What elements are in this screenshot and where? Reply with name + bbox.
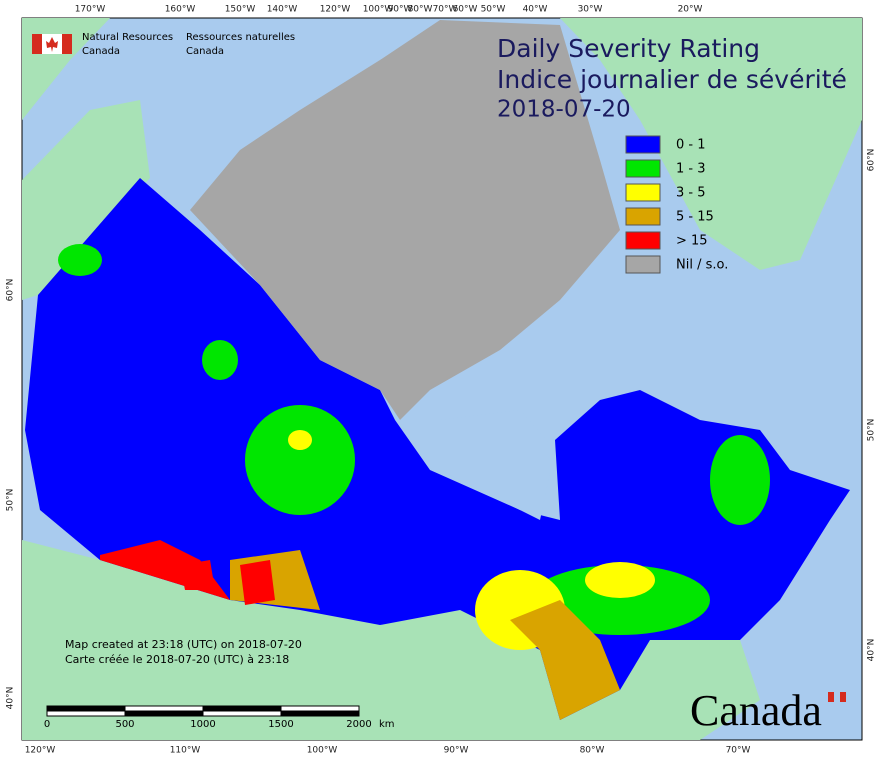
longitude-label: 70°W xyxy=(726,746,751,756)
note: Map created at 23:18 (UTC) on 2018-07-20 xyxy=(65,638,302,651)
longitude-label: 90°W xyxy=(444,746,469,756)
flag-bar xyxy=(62,34,72,54)
greenland xyxy=(560,18,862,270)
agency-fr: Ressources naturelles xyxy=(186,32,295,43)
legend-swatch xyxy=(625,135,661,154)
longitude-label: 110°W xyxy=(170,746,201,756)
scale-segment xyxy=(46,710,126,717)
longitude-label: 80°W xyxy=(580,746,605,756)
legend-label: 0 - 1 xyxy=(676,138,706,153)
longitude-label: 100°W xyxy=(363,5,394,15)
title: Indice journalier de sévérité xyxy=(497,65,847,94)
longitude-label: 90°W xyxy=(388,5,413,15)
alaska-mainland xyxy=(22,100,150,300)
zone-1-3 xyxy=(58,244,102,276)
longitude-label: 30°W xyxy=(578,5,603,15)
longitude-label: 60°W xyxy=(453,5,478,15)
scale-unit: km xyxy=(379,719,395,730)
longitude-label: 160°W xyxy=(165,5,196,15)
scale-segment xyxy=(202,705,282,712)
scale-label: 2000 xyxy=(346,719,371,730)
logo xyxy=(32,34,72,54)
zone-3-5 xyxy=(288,430,312,450)
zone-over-15 xyxy=(240,560,275,605)
scale-label: 0 xyxy=(44,719,50,730)
hudson-bay xyxy=(440,410,555,520)
longitude-label: 100°W xyxy=(307,746,338,756)
flag-bar xyxy=(32,34,42,54)
maple-leaf xyxy=(46,37,58,52)
zone-1-3 xyxy=(202,340,238,380)
zone-1-3 xyxy=(245,405,355,515)
latitude-label: 60°N xyxy=(6,279,16,302)
scale-label: 500 xyxy=(115,719,134,730)
longitude-label: 120°W xyxy=(320,5,351,15)
longitude-label: 140°W xyxy=(267,5,298,15)
zone-1-3 xyxy=(710,435,770,525)
legend-swatch xyxy=(625,231,661,250)
legend-label: 3 - 5 xyxy=(676,186,706,201)
scale-segment xyxy=(280,705,360,712)
agency-fr: Canada xyxy=(186,46,224,57)
legend-label: > 15 xyxy=(676,234,708,249)
wordmark: Canada xyxy=(690,686,822,735)
latitude-label: 40°N xyxy=(6,687,16,710)
legend-label: 1 - 3 xyxy=(676,162,706,177)
longitude-label: 50°W xyxy=(481,5,506,15)
text-layer: Natural Resources Canada Ressources natu… xyxy=(65,32,847,735)
date: 2018-07-20 xyxy=(497,97,631,123)
usa xyxy=(22,540,760,740)
legend-label: Nil / s.o. xyxy=(676,258,728,273)
latitude-label: 50°N xyxy=(867,419,877,442)
longitude-label: 20°W xyxy=(678,5,703,15)
legend-swatch xyxy=(625,207,661,226)
latitude-label: 60°N xyxy=(867,149,877,172)
zone-3-5 xyxy=(585,562,655,598)
zone-over-15 xyxy=(180,560,215,590)
wordmark-flag xyxy=(840,692,846,702)
longitude-label: 150°W xyxy=(225,5,256,15)
scale-segment xyxy=(46,705,126,712)
legend-swatch xyxy=(625,183,661,202)
zone-5-15 xyxy=(510,600,620,720)
note: Carte créée le 2018-07-20 (UTC) à 23:18 xyxy=(65,653,289,666)
scale-segment xyxy=(124,705,204,712)
latitude-label: 50°N xyxy=(6,489,16,512)
legend-label: 5 - 15 xyxy=(676,210,714,225)
agency-en: Canada xyxy=(82,46,120,57)
scale-segment xyxy=(124,710,204,717)
basemap xyxy=(22,18,862,740)
scale-label: 1000 xyxy=(190,719,215,730)
wordmark-flag xyxy=(828,692,834,702)
longitude-label: 120°W xyxy=(25,746,56,756)
arctic-nil xyxy=(190,20,620,420)
longitude-label: 70°W xyxy=(433,5,458,15)
legend-swatch xyxy=(625,159,661,178)
longitude-label: 170°W xyxy=(75,5,106,15)
longitude-label: 80°W xyxy=(408,5,433,15)
agency-en: Natural Resources xyxy=(82,32,173,43)
scale-segment xyxy=(280,710,360,717)
legend-swatch xyxy=(625,255,661,274)
title: Daily Severity Rating xyxy=(497,34,760,63)
scale-segment xyxy=(202,710,282,717)
longitude-label: 40°W xyxy=(523,5,548,15)
latitude-label: 40°N xyxy=(867,639,877,662)
scale-label: 1500 xyxy=(268,719,293,730)
